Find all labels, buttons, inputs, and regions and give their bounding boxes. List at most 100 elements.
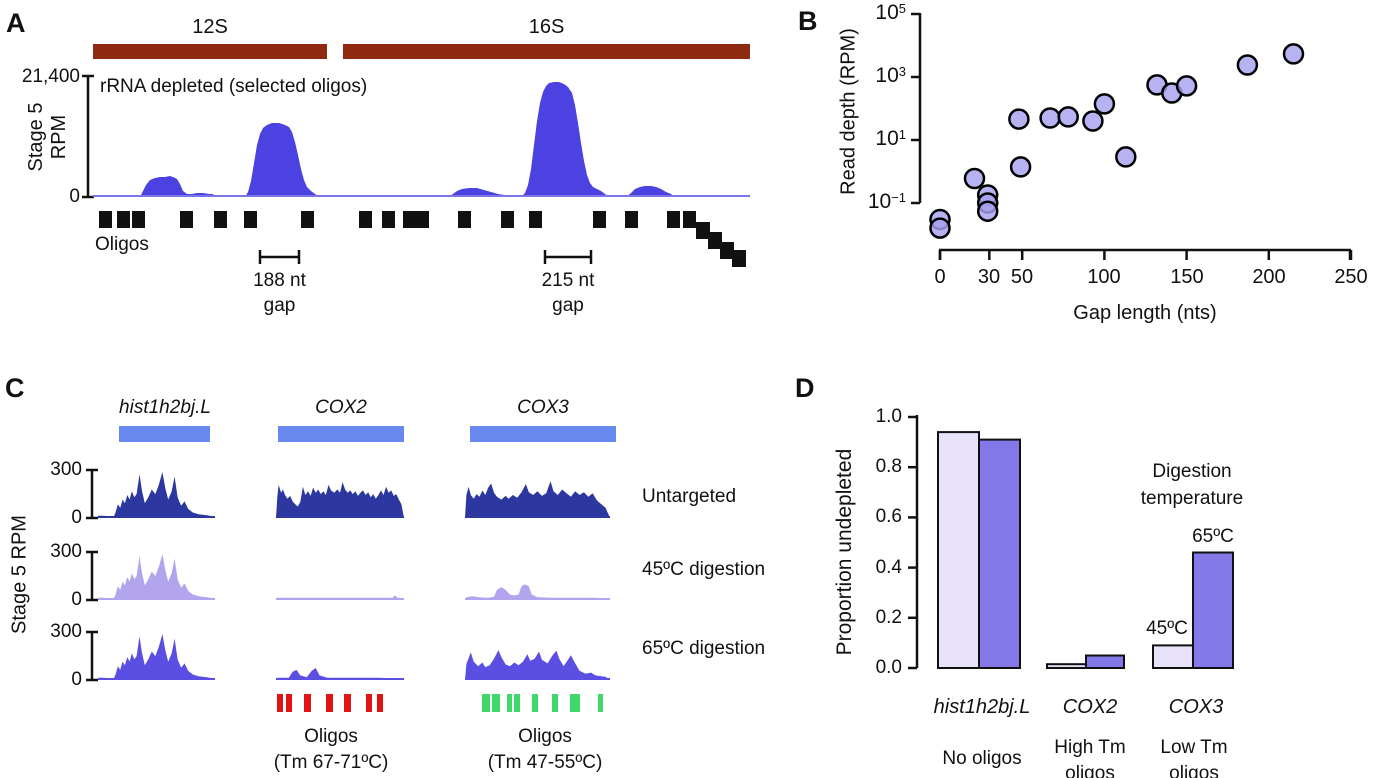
d-category-label-COX2: COX2: [1062, 696, 1118, 718]
b-x-tick-label: 0: [934, 266, 946, 288]
c-oligo-mark-red: [286, 694, 292, 712]
d-y-axis-title: Proportion undepleted: [832, 448, 856, 656]
c-oligo-caption-0: Oligos: [304, 726, 358, 747]
a-oligo-box: [244, 211, 257, 228]
b-scatter-point: [963, 167, 986, 190]
d-bar-hist1h2bj.L-65c: [978, 438, 1021, 669]
c-oligo-mark-green: [482, 694, 490, 712]
d-65c-bar-label: 65ºC: [1192, 526, 1234, 547]
b-scatter-point: [1115, 146, 1137, 168]
c-oligo-mark-red: [344, 694, 351, 712]
b-x-tick-label: 100: [1087, 266, 1121, 288]
c-row-label-2: 65ºC digestion: [642, 638, 766, 659]
c-oligo-mark-green: [552, 694, 558, 712]
c-y-axis-title: Stage 5 RPM: [8, 515, 31, 634]
panel-d-letter: D: [795, 373, 815, 403]
c-scale-top-label: 300: [50, 459, 82, 480]
d-45c-bar-label: 45ºC: [1146, 618, 1188, 639]
d-group-label-2-line1: Low Tm: [1160, 737, 1228, 758]
c-oligo-mark-green: [598, 694, 603, 712]
a-ymax-label: 21,400: [21, 66, 80, 87]
c-oligo-tm-0: (Tm 67-71ºC): [273, 752, 389, 773]
a-oligo-box: [683, 211, 696, 228]
b-x-tick-label: 50: [1010, 266, 1034, 288]
c-gene-label-COX3: COX3: [517, 397, 569, 418]
b-x-axis-title: Gap length (nts): [1073, 302, 1217, 324]
b-y-tick-label: 10−1: [867, 190, 906, 213]
a-oligo-box-cascade: [708, 232, 722, 249]
a-y-axis-title-line1: Stage 5: [25, 102, 47, 172]
c-coverage-hist-row1: [98, 554, 215, 600]
d-y-tick-label: 0.0: [875, 657, 902, 678]
a-oligo-box: [132, 211, 145, 228]
a-gap-label-1: 215 nt: [541, 270, 595, 291]
d-group-label-1-line1: High Tm: [1054, 737, 1126, 758]
d-y-tick-label: 0.8: [875, 456, 902, 477]
a-oligo-box: [416, 211, 429, 228]
c-oligo-mark-green: [507, 694, 512, 712]
b-scatter-point: [976, 200, 999, 222]
gene-region-bar-12S: [93, 44, 327, 59]
b-scatter-point: [1039, 107, 1061, 129]
gene-region-label-12S: 12S: [192, 16, 228, 38]
b-scatter-point: [1082, 110, 1104, 132]
b-y-tick-label: 101: [875, 127, 906, 150]
a-oligo-box: [593, 211, 606, 228]
c-oligo-mark-red: [277, 694, 283, 712]
a-oligo-box: [529, 211, 542, 228]
a-y-axis-title-line2: RPM: [48, 114, 70, 160]
c-oligo-mark-green: [532, 694, 538, 712]
b-scatter-point: [1282, 43, 1305, 65]
b-scatter-point: [929, 217, 951, 239]
d-category-label-hist1h2bj.L: hist1h2bj.L: [933, 696, 1031, 718]
b-scatter-point: [1008, 108, 1030, 130]
a-oligo-box-cascade: [732, 250, 746, 267]
c-coverage-hist-row0: [98, 472, 215, 518]
a-oligo-box: [458, 211, 471, 228]
panel-b-letter: B: [798, 6, 818, 36]
c-gene-label-COX2: COX2: [315, 397, 367, 418]
b-scatter-point: [1009, 156, 1032, 178]
gene-region-bar-16S: [343, 44, 750, 59]
a-oligo-box-cascade: [696, 222, 710, 239]
d-category-label-COX3: COX3: [1168, 696, 1224, 718]
b-y-tick-label: 105: [875, 1, 906, 24]
d-group-label-0: No oligos: [942, 748, 1022, 769]
d-annotation-line1: Digestion: [1152, 461, 1232, 482]
panel-a-letter: A: [6, 8, 26, 38]
c-oligo-mark-red: [366, 694, 372, 712]
c-gene-bar-COX2: [278, 426, 404, 442]
d-bar-COX3-65c: [1192, 551, 1234, 669]
c-oligo-tm-1: (Tm 47-55ºC): [487, 752, 603, 773]
a-oligo-box: [403, 211, 416, 228]
b-y-tick-label: 103: [875, 64, 906, 87]
a-ymin-label: 0: [69, 186, 80, 207]
c-coverage-hist-row2: [98, 634, 215, 680]
c-oligo-caption-1: Oligos: [518, 726, 572, 747]
a-oligo-box-cascade: [720, 242, 734, 259]
a-oligo-box: [180, 211, 193, 228]
c-row-label-0: Untargeted: [642, 486, 737, 507]
a-oligos-label: Oligos: [95, 234, 149, 255]
c-oligo-mark-red: [304, 694, 311, 712]
a-y-axis-title: Stage 5 RPM: [25, 77, 71, 197]
c-oligo-mark-green: [492, 694, 500, 712]
c-coverage-cox2_full-row0: [276, 482, 404, 518]
a-oligo-box: [359, 211, 372, 228]
a-oligo-box: [501, 211, 514, 228]
gene-region-label-16S: 16S: [528, 16, 565, 38]
d-y-tick-label: 0.4: [875, 557, 902, 578]
c-gene-bar-hist1h2bj.L: [119, 426, 210, 442]
c-coverage-cox3_full-row0: [465, 481, 610, 518]
a-gap-sub-0: gap: [263, 295, 296, 316]
c-coverage-cox3_45-row1: [465, 584, 610, 600]
c-scale-bottom-label: 0: [71, 669, 82, 690]
c-coverage-cox3_65-row2: [465, 650, 610, 680]
a-oligo-box: [117, 211, 130, 228]
d-bar-COX2-65c: [1085, 654, 1125, 669]
d-y-tick-label: 0.6: [875, 506, 902, 527]
c-oligo-mark-red: [326, 694, 333, 712]
d-y-tick-label: 0.2: [875, 607, 902, 628]
